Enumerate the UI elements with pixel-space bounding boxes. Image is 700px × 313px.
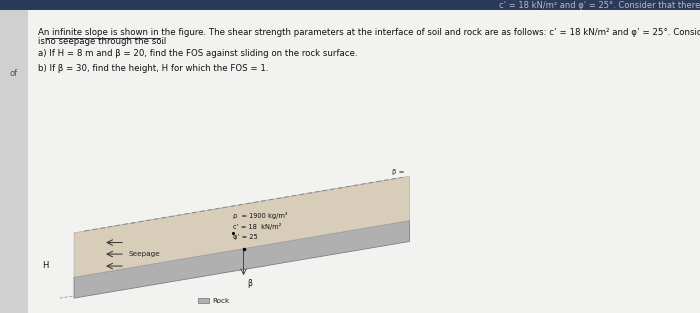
Text: b) If β = 30, find the height, H for which the FOS = 1.: b) If β = 30, find the height, H for whi…	[38, 64, 269, 73]
Text: β =: β =	[392, 169, 405, 175]
Bar	[198, 298, 209, 303]
Text: a) If H = 8 m and β = 20, find the FOS against sliding on the rock surface.: a) If H = 8 m and β = 20, find the FOS a…	[38, 49, 358, 58]
Text: of: of	[10, 69, 18, 78]
Text: β: β	[247, 279, 252, 288]
Text: no seepage through the soil: no seepage through the soil	[45, 37, 167, 46]
Polygon shape	[74, 176, 410, 277]
Text: H: H	[42, 261, 48, 270]
Polygon shape	[74, 221, 410, 298]
Text: Rock: Rock	[212, 298, 230, 304]
Text: is: is	[38, 37, 48, 46]
Bar	[0, 10, 28, 313]
Bar	[0, 0, 700, 10]
Text: c’ = 18 kN/m² and φ’ = 25°. Consider that there: c’ = 18 kN/m² and φ’ = 25°. Consider tha…	[498, 1, 700, 9]
Text: An infinite slope is shown in the figure. The shear strength parameters at the i: An infinite slope is shown in the figure…	[38, 28, 700, 37]
Text: Seepage: Seepage	[129, 251, 160, 257]
Text: ρ  = 1900 kg/m³
c’ = 18  kN/m²
φ’ = 25: ρ = 1900 kg/m³ c’ = 18 kN/m² φ’ = 25	[233, 212, 288, 240]
Text: .: .	[161, 37, 164, 46]
